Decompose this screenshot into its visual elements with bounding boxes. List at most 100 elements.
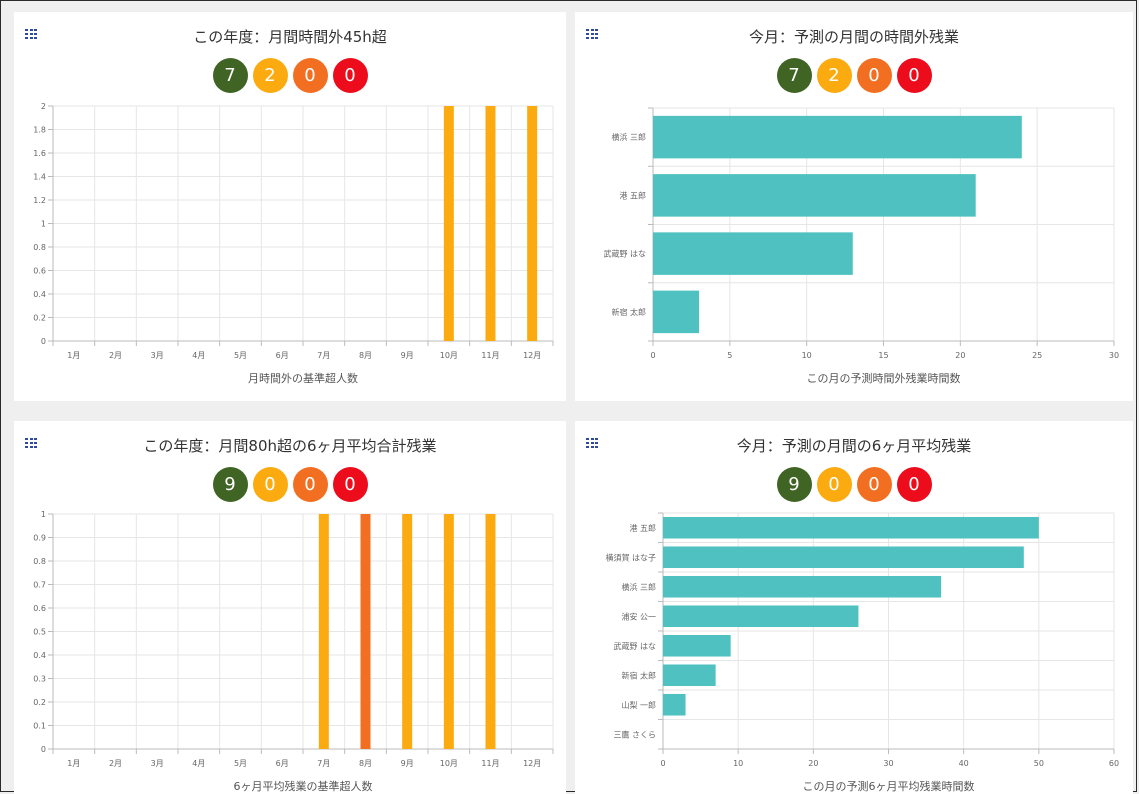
- status-badges: 9 0 0 0: [575, 467, 1133, 502]
- badge-red[interactable]: 0: [896, 467, 932, 502]
- y-tick-label: 1: [41, 510, 46, 519]
- bar: [443, 514, 454, 749]
- x-axis-label: この月の予測6ヶ月平均残業時間数: [803, 779, 975, 793]
- bar: [485, 106, 496, 341]
- badge-orange[interactable]: 0: [856, 467, 892, 502]
- menu-icon-dot: [25, 442, 28, 444]
- menu-icon-dot: [29, 438, 33, 440]
- grid-menu-icon[interactable]: [586, 29, 598, 39]
- x-tick-label: 25: [1032, 351, 1042, 360]
- x-tick-label: 5: [727, 351, 732, 360]
- badge-yellow[interactable]: 0: [816, 467, 852, 502]
- menu-icon-dot: [586, 438, 589, 440]
- badge-yellow[interactable]: 0: [252, 467, 288, 502]
- y-tick-label: 武蔵野 はな: [603, 249, 646, 259]
- y-tick-label: 0.8: [33, 557, 46, 566]
- x-tick-label: 3月: [151, 351, 164, 360]
- grid-menu-icon[interactable]: [25, 438, 37, 448]
- badge-green[interactable]: 9: [212, 467, 248, 502]
- menu-icon-dot: [595, 33, 598, 35]
- bar: [663, 575, 942, 598]
- menu-icon-dot: [25, 29, 28, 31]
- x-tick-label: 30: [883, 759, 893, 768]
- y-tick-label: 1: [41, 220, 46, 229]
- y-tick-label: 山梨 一郎: [621, 700, 656, 710]
- x-tick-label: 6月: [276, 351, 289, 360]
- menu-icon-dot: [25, 438, 28, 440]
- menu-icon-dot: [586, 37, 589, 39]
- x-axis-label: 月時間外の基準超人数: [248, 371, 358, 385]
- y-tick-label: 0.1: [33, 722, 46, 731]
- x-tick-label: 10: [802, 351, 812, 360]
- bar: [653, 115, 1022, 159]
- menu-icon-dot: [586, 442, 589, 444]
- x-tick-label: 40: [959, 759, 969, 768]
- y-tick-label: 浦安 公一: [621, 611, 656, 621]
- badge-orange[interactable]: 0: [292, 467, 328, 502]
- bar: [485, 514, 496, 749]
- badge-red[interactable]: 0: [332, 467, 368, 502]
- badge-orange[interactable]: 0: [856, 58, 892, 93]
- bar: [663, 634, 731, 657]
- badge-yellow[interactable]: 2: [816, 58, 852, 93]
- x-tick-label: 30: [1109, 351, 1119, 360]
- menu-icon-dot: [34, 37, 37, 39]
- bar: [318, 514, 329, 749]
- grid-menu-icon[interactable]: [586, 438, 598, 448]
- menu-icon-dot: [29, 37, 33, 39]
- badge-green[interactable]: 7: [776, 58, 812, 93]
- bar: [653, 290, 700, 334]
- badge-green[interactable]: 7: [212, 58, 248, 93]
- menu-icon-dot: [34, 438, 37, 440]
- y-tick-label: 横須賀 はな子: [605, 552, 656, 562]
- badge-red[interactable]: 0: [896, 58, 932, 93]
- x-tick-label: 2月: [109, 351, 122, 360]
- y-tick-label: 横浜 三郎: [621, 582, 656, 592]
- badge-yellow[interactable]: 2: [252, 58, 288, 93]
- grid-menu-icon[interactable]: [25, 29, 37, 39]
- menu-icon-dot: [590, 438, 594, 440]
- menu-icon-dot: [595, 37, 598, 39]
- badge-orange[interactable]: 0: [292, 58, 328, 93]
- bar: [663, 693, 686, 716]
- menu-icon-dot: [586, 446, 589, 448]
- menu-icon-dot: [586, 29, 589, 31]
- x-tick-label: 4月: [192, 351, 205, 360]
- x-axis-label: 6ヶ月平均残業の基準超人数: [234, 779, 373, 793]
- menu-icon-dot: [590, 29, 594, 31]
- menu-icon-dot: [595, 438, 598, 440]
- x-tick-label: 1月: [67, 351, 80, 360]
- badge-red[interactable]: 0: [332, 58, 368, 93]
- bar: [360, 514, 371, 749]
- x-tick-label: 1月: [67, 759, 80, 768]
- bar: [527, 106, 538, 341]
- panel-annual-45h: この年度：月間時間外45h超 7 2 0 0 0 0.2 0.4 0.6 0.8 1 1.2…: [14, 12, 566, 401]
- x-tick-label: 10月: [440, 759, 458, 768]
- menu-icon-dot: [25, 33, 28, 35]
- menu-icon-dot: [25, 446, 28, 448]
- menu-icon-dot: [29, 29, 33, 31]
- y-tick-label: 港 五郎: [619, 190, 646, 200]
- menu-icon-dot: [29, 446, 33, 448]
- y-tick-label: 新宿 太郎: [621, 670, 656, 680]
- y-tick-label: 三鷹 さくら: [613, 729, 656, 739]
- monthly-45h-bar-chart: 0 0.2 0.4 0.6 0.8 1 1.2 1.4 1.6 1.8 2 1月 2月 3月 4月 5月 6月 7…: [33, 102, 554, 385]
- menu-icon-dot: [34, 442, 37, 444]
- bar: [443, 106, 454, 341]
- y-tick-label: 港 五郎: [629, 523, 656, 533]
- x-tick-label: 12月: [523, 759, 541, 768]
- y-tick-label: 2: [41, 102, 46, 111]
- x-tick-label: 20: [955, 351, 965, 360]
- status-badges: 9 0 0 0: [14, 467, 566, 502]
- status-badges: 7 2 0 0: [14, 58, 566, 93]
- x-tick-label: 15: [878, 351, 888, 360]
- x-tick-label: 5月: [234, 351, 247, 360]
- x-tick-label: 10月: [440, 351, 458, 360]
- y-tick-label: 0.7: [33, 581, 46, 590]
- badge-green[interactable]: 9: [776, 467, 812, 502]
- bar: [653, 232, 853, 275]
- y-tick-label: 新宿 太郎: [611, 307, 646, 317]
